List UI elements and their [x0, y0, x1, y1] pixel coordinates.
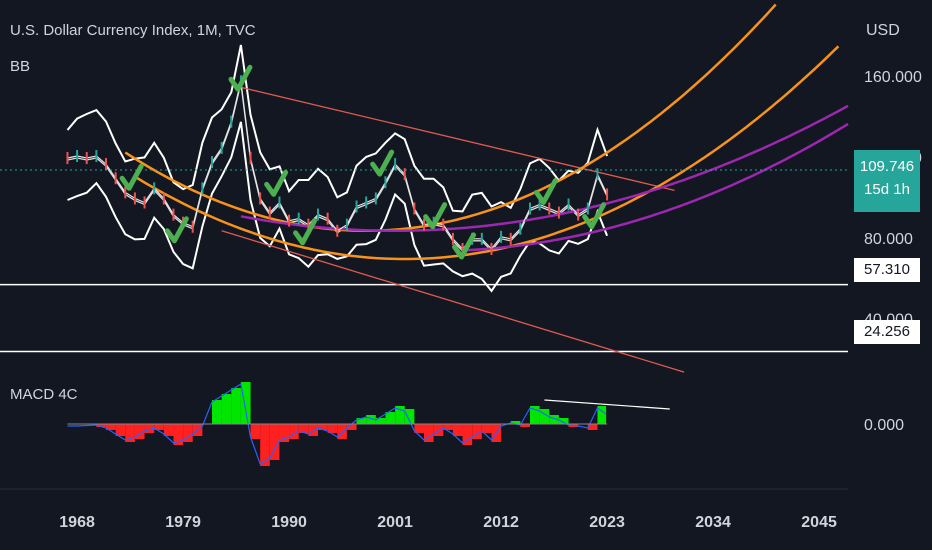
time-axis-tick: 2034 [695, 514, 731, 531]
macd-bar [414, 424, 424, 433]
macd-bar [327, 424, 338, 433]
check-mark-icon [228, 64, 253, 92]
macd-bar [452, 424, 463, 436]
macd-bar [318, 424, 328, 430]
current-price-countdown: 15d 1h [864, 181, 910, 198]
check-mark-icon [452, 232, 477, 260]
purple-curve-upper [240, 104, 849, 233]
macd-bar [337, 424, 347, 439]
macd-bar [462, 424, 473, 445]
macd-divergence-line [544, 399, 670, 410]
macd-bar [366, 415, 376, 424]
macd-bar [356, 418, 367, 424]
macd-bar [530, 406, 540, 424]
time-axis-tick: 2001 [377, 514, 413, 531]
level-badge-1: 57.310 [854, 258, 920, 282]
macd-bar [539, 409, 550, 424]
time-axis-tick: 1968 [59, 514, 95, 531]
macd-bar [558, 418, 569, 424]
macd-bar [154, 424, 164, 430]
check-mark-icon [164, 216, 189, 244]
macd-bar [134, 424, 145, 439]
bb-indicator-label[interactable]: BB [10, 58, 31, 75]
macd-bar [375, 418, 386, 424]
macd-bar [173, 424, 184, 445]
time-axis-tick: 2012 [483, 514, 519, 531]
macd-bar [404, 409, 415, 424]
macd-bar [115, 424, 126, 436]
macd-bar [587, 424, 598, 430]
time-axis-tick: 2023 [589, 514, 625, 531]
check-mark-icon [119, 163, 144, 191]
macd-bar [597, 406, 607, 424]
macd-bar [183, 424, 193, 442]
time-axis-tick: 1990 [271, 514, 307, 531]
macd-bar [298, 424, 309, 433]
macd-bar [106, 424, 116, 430]
check-mark-icon [423, 202, 448, 230]
macd-bar [433, 424, 444, 436]
macd-indicator-label[interactable]: MACD 4C [10, 386, 78, 403]
current-price-badge: 109.746 15d 1h [854, 150, 920, 212]
macd-bar [289, 424, 299, 439]
check-mark-icon [293, 218, 318, 246]
macd-bar [269, 424, 280, 460]
check-mark-icon [582, 202, 607, 230]
macd-bar [346, 424, 357, 430]
macd-bar [260, 424, 270, 466]
time-axis-tick: 1979 [165, 514, 201, 531]
macd-bar [221, 394, 232, 424]
chart-title: U.S. Dollar Currency Index, 1M, TVC [10, 22, 256, 39]
macd-pane [67, 382, 670, 466]
orange-parabola-upper [124, 3, 777, 233]
macd-bar [385, 412, 396, 424]
macd-signal-line [67, 383, 607, 465]
macd-bar [279, 424, 290, 442]
macd-bar [240, 382, 251, 424]
macd-bar [231, 388, 241, 424]
macd-bar [250, 424, 261, 439]
macd-bar [212, 400, 222, 424]
macd-bar [163, 424, 174, 436]
purple-curve-lower [462, 122, 849, 252]
orange-parabola-lower [134, 45, 840, 261]
level-badge-2: 24.256 [854, 320, 920, 344]
macd-bar [424, 424, 434, 442]
macd-bar [395, 406, 405, 424]
macd-bar [443, 424, 453, 430]
macd-bar [96, 424, 106, 427]
price-pane [0, 3, 849, 373]
check-mark-icon [370, 149, 395, 177]
check-mark-icon [264, 169, 289, 197]
time-axis-tick: 2045 [801, 514, 837, 531]
macd-bar [510, 421, 521, 424]
price-axis-tick: 80.000 [864, 231, 913, 248]
check-mark-icon [533, 177, 558, 205]
macd-bar [125, 424, 135, 442]
trendline-upper [240, 86, 675, 191]
macd-bar [144, 424, 155, 433]
macd-axis-tick: 0.000 [864, 417, 904, 434]
currency-label: USD [866, 22, 900, 39]
price-axis-tick: 160.000 [864, 69, 922, 86]
bollinger-upper-band [66, 44, 609, 213]
current-price-value: 109.746 [859, 158, 915, 175]
macd-bar [520, 424, 530, 427]
macd-bar [549, 415, 559, 424]
trendline-lower [221, 230, 685, 373]
macd-bar [308, 424, 318, 436]
macd-bar [481, 424, 492, 433]
macd-bar [472, 424, 482, 439]
bollinger-lower-band [67, 121, 609, 293]
